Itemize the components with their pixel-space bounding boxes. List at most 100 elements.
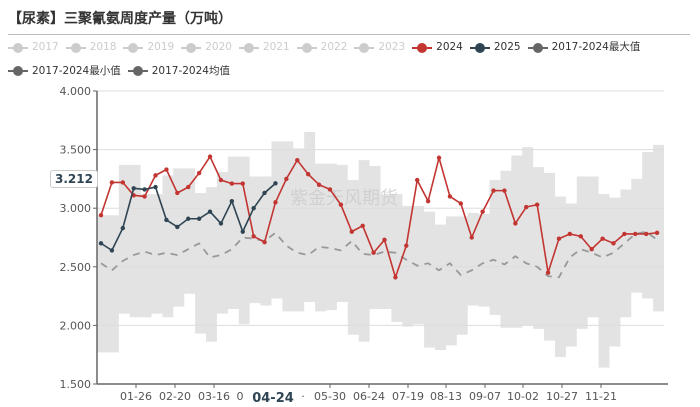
data-point-2024 <box>327 187 333 192</box>
legend-item-2017-2024均值[interactable]: 2017-2024均值 <box>127 61 230 82</box>
data-point-2025 <box>164 217 169 223</box>
legend-label: 2025 <box>493 41 521 53</box>
legend-label: 2017-2024均值 <box>151 64 230 77</box>
x-tick-label: 05-30 <box>314 390 346 403</box>
data-point-2024 <box>447 194 453 199</box>
data-point-2025 <box>153 184 158 190</box>
y-axis-pointer-label: 3.212 <box>50 170 98 188</box>
data-point-2024 <box>415 177 420 183</box>
max-min-band <box>97 132 664 368</box>
x-tick-label: 01-26 <box>120 390 152 403</box>
data-point-2025 <box>240 229 245 234</box>
data-point-2024 <box>196 170 202 176</box>
data-point-2025 <box>273 181 278 186</box>
x-tick-label: 08-13 <box>430 390 462 403</box>
data-point-2024 <box>349 229 354 234</box>
data-point-2024 <box>153 173 158 178</box>
legend-marker-icon <box>65 42 86 53</box>
data-point-2024 <box>240 181 245 186</box>
data-point-2025 <box>196 216 202 221</box>
data-point-2025 <box>229 198 235 204</box>
x-tick-label: 03-16 <box>198 390 230 403</box>
y-tick-label: 3.500 <box>60 144 92 157</box>
legend-item-2018[interactable]: 2018 <box>65 37 117 58</box>
data-point-2024 <box>175 190 180 196</box>
data-point-2024 <box>491 188 496 193</box>
legend-item-2021[interactable]: 2021 <box>238 37 290 58</box>
legend-item-2017[interactable]: 2017 <box>8 37 59 58</box>
legend-marker-icon <box>527 42 548 53</box>
legend-label: 2021 <box>262 41 290 53</box>
legend-label: 2018 <box>89 41 117 53</box>
data-point-2024 <box>207 154 213 159</box>
x-tick-label: 02-20 <box>159 390 191 403</box>
data-point-2024 <box>404 243 409 248</box>
x-tick-label: 0 <box>237 390 244 403</box>
data-point-2024 <box>284 176 289 182</box>
data-point-2024 <box>164 167 169 172</box>
data-point-2024 <box>316 182 322 187</box>
data-point-2024 <box>218 177 224 183</box>
data-point-2024 <box>186 184 191 190</box>
mean-line <box>100 230 658 279</box>
data-point-2024 <box>382 237 387 243</box>
data-point-2024 <box>338 202 344 207</box>
legend-marker-icon <box>354 42 375 53</box>
legend-item-2017-2024最小值[interactable]: 2017-2024最小值 <box>8 61 121 82</box>
legend-marker-icon <box>123 42 144 53</box>
data-point-2025 <box>186 216 191 221</box>
legend-label: 2022 <box>320 41 348 53</box>
x-tick-label: 10-02 <box>507 390 539 403</box>
y-tick-label: 3.000 <box>60 202 92 215</box>
data-point-2024 <box>262 239 267 245</box>
x-tick-label: 06-24 <box>353 390 385 403</box>
legend-item-2023[interactable]: 2023 <box>354 37 405 58</box>
x-tick-label: 11-21 <box>585 390 617 403</box>
data-point-2024 <box>513 221 518 226</box>
legend-label: 2020 <box>205 41 232 53</box>
data-point-2024 <box>273 200 278 205</box>
legend-marker-icon <box>8 66 28 76</box>
data-point-2024 <box>534 202 540 207</box>
data-point-2024 <box>622 231 627 237</box>
legend-marker-icon <box>8 42 28 53</box>
data-point-2024 <box>305 172 311 177</box>
data-point-2025 <box>175 224 180 230</box>
x-axis-pointer-label: 04-24 <box>252 391 294 406</box>
series-line-2024 <box>100 154 658 280</box>
legend-item-2017-2024最大值[interactable]: 2017-2024最大值 <box>527 37 640 58</box>
legend-marker-icon <box>296 42 317 53</box>
legend-marker-icon <box>127 66 148 76</box>
legend-item-2020[interactable]: 2020 <box>181 37 232 58</box>
data-point-2024 <box>480 209 485 214</box>
data-point-2024 <box>251 234 256 239</box>
data-point-2024 <box>425 198 431 204</box>
y-tick-label: 2.000 <box>60 319 92 332</box>
legend-marker-icon <box>238 42 259 53</box>
data-point-2024 <box>502 188 507 193</box>
data-point-2024 <box>556 236 562 241</box>
data-point-2025 <box>131 186 136 191</box>
chart-title: 【尿素】三聚氰氨周度产量（万吨） <box>8 11 232 27</box>
data-point-2024 <box>393 275 398 280</box>
data-point-2024 <box>611 241 616 246</box>
data-point-2025 <box>262 190 267 196</box>
data-point-2024 <box>567 231 573 237</box>
data-point-2025 <box>109 248 115 253</box>
data-point-2024 <box>229 181 235 186</box>
legend-item-2025[interactable]: 2025 <box>469 37 521 58</box>
legend-marker-icon <box>469 42 490 53</box>
legend-label: 2019 <box>147 41 175 53</box>
legend-label: 2024 <box>436 41 463 53</box>
data-point-2024 <box>120 180 126 185</box>
legend-item-2022[interactable]: 2022 <box>296 37 348 58</box>
x-tick-label: 10-27 <box>546 390 578 403</box>
y-tick-label: 2.500 <box>60 261 92 274</box>
x-tick-label: 09-07 <box>469 390 501 403</box>
y-tick-label: 1.500 <box>60 378 92 391</box>
legend-item-2024[interactable]: 2024 <box>412 37 463 58</box>
data-point-2024 <box>600 236 605 241</box>
legend-label: 2023 <box>378 41 406 53</box>
legend-item-2019[interactable]: 2019 <box>123 37 174 58</box>
